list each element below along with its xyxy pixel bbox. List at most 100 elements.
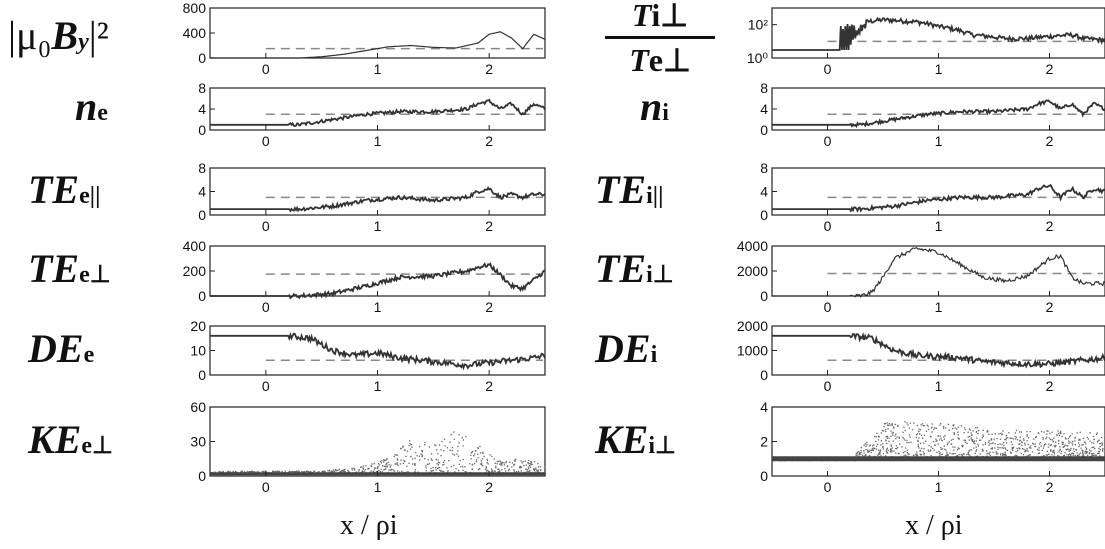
scatter-point xyxy=(485,470,488,472)
scatter-point xyxy=(537,469,539,471)
scatter-point xyxy=(1049,438,1052,441)
scatter-point xyxy=(529,466,531,468)
xlabel-L5: x / ρi xyxy=(340,510,398,541)
scatter-point xyxy=(919,453,921,455)
scatter-point xyxy=(1007,437,1009,439)
scatter-point xyxy=(919,433,921,435)
scatter-point xyxy=(1053,455,1055,457)
scatter-point xyxy=(1085,443,1087,445)
scatter-point xyxy=(462,445,464,447)
scatter-point xyxy=(963,453,965,455)
scatter-point xyxy=(386,462,388,465)
scatter-point xyxy=(1086,451,1089,453)
scatter-point xyxy=(1002,452,1004,455)
scatter-point xyxy=(1035,436,1037,439)
xtick-label: 2 xyxy=(1046,61,1054,77)
scatter-point xyxy=(939,435,941,437)
scatter-point xyxy=(1078,455,1080,457)
scatter-point xyxy=(937,443,939,445)
scatter-point xyxy=(498,460,500,462)
scatter-point xyxy=(882,448,884,450)
scatter-point xyxy=(1101,444,1103,446)
scatter-point xyxy=(958,438,960,440)
scatter-point xyxy=(507,465,509,467)
scatter-point xyxy=(1050,443,1052,446)
scatter-point xyxy=(932,440,934,443)
ytick-label: 0 xyxy=(760,288,768,304)
scatter-point xyxy=(291,471,293,473)
scatter-point xyxy=(526,470,529,472)
xtick-label: 1 xyxy=(374,133,382,149)
scatter-point xyxy=(957,426,959,428)
scatter-point xyxy=(403,449,406,451)
scatter-point xyxy=(1070,455,1072,457)
scatter-point xyxy=(971,434,973,436)
scatter-point xyxy=(927,425,929,427)
scatter-point xyxy=(915,454,917,456)
scatter-point xyxy=(882,445,884,447)
ytick-label: 0 xyxy=(198,367,206,383)
scatter-point xyxy=(1099,443,1102,445)
ytick-label: 10⁰ xyxy=(747,50,769,66)
den-sub: e⊥ xyxy=(648,42,691,78)
scatter-point xyxy=(1000,453,1002,455)
scatter-point xyxy=(1078,444,1081,446)
scatter-point xyxy=(477,457,479,459)
scatter-point xyxy=(892,432,894,434)
scatter-point xyxy=(1038,452,1041,454)
scatter-point xyxy=(1059,433,1062,435)
main: n xyxy=(640,84,663,129)
scatter-point xyxy=(537,466,540,468)
scatter-point xyxy=(392,469,394,471)
scatter-point xyxy=(866,441,868,443)
scatter-point xyxy=(1023,439,1025,441)
scatter-point xyxy=(462,466,464,468)
xtick-label: 2 xyxy=(485,299,493,315)
scatter-point xyxy=(528,471,531,473)
scatter-point xyxy=(1005,448,1007,450)
xtick-label: 2 xyxy=(1046,133,1054,149)
scatter-point xyxy=(1042,447,1045,449)
scatter-point xyxy=(1095,454,1097,456)
scatter-point xyxy=(923,454,925,456)
scatter-point xyxy=(930,446,932,448)
scatter-point xyxy=(493,470,495,472)
xtick-label: 0 xyxy=(262,133,270,149)
scatter-point xyxy=(380,462,383,464)
scatter-point xyxy=(973,441,975,443)
scatter-point xyxy=(957,437,959,439)
scatter-point xyxy=(968,450,970,452)
scatter-point xyxy=(358,470,360,472)
ylabel-L5: KEe⊥ xyxy=(28,419,113,460)
scatter-point xyxy=(863,455,866,457)
scatter-point xyxy=(962,444,964,447)
scatter-point xyxy=(522,461,524,463)
panel-L0: 0 400 800 0 1 2 xyxy=(183,0,546,77)
scatter-point xyxy=(448,460,450,462)
scatter-point xyxy=(915,436,917,439)
scatter-point xyxy=(334,470,336,472)
scatter-point xyxy=(274,471,276,473)
ytick-label: 0 xyxy=(760,122,768,138)
ytick-label: 800 xyxy=(183,0,207,16)
scatter-point xyxy=(397,464,399,467)
scatter-point xyxy=(503,462,505,464)
scatter-point xyxy=(908,453,910,455)
scatter-point xyxy=(1015,454,1017,457)
scatter-point xyxy=(461,437,463,439)
num-sub: i⊥ xyxy=(651,0,689,33)
scatter-point xyxy=(1072,452,1075,455)
scatter-point xyxy=(228,470,230,473)
scatter-point xyxy=(370,465,372,467)
scatter-point xyxy=(421,450,423,452)
scatter-point xyxy=(451,446,454,449)
scatter-point xyxy=(928,450,930,452)
scatter-point xyxy=(1078,445,1080,448)
scatter-point xyxy=(916,424,918,427)
scatter-point xyxy=(1073,448,1075,450)
scatter-point xyxy=(895,452,897,454)
scatter-point xyxy=(505,462,507,464)
scatter-point xyxy=(243,471,246,473)
scatter-point xyxy=(1045,454,1048,456)
scatter-point xyxy=(888,423,890,425)
